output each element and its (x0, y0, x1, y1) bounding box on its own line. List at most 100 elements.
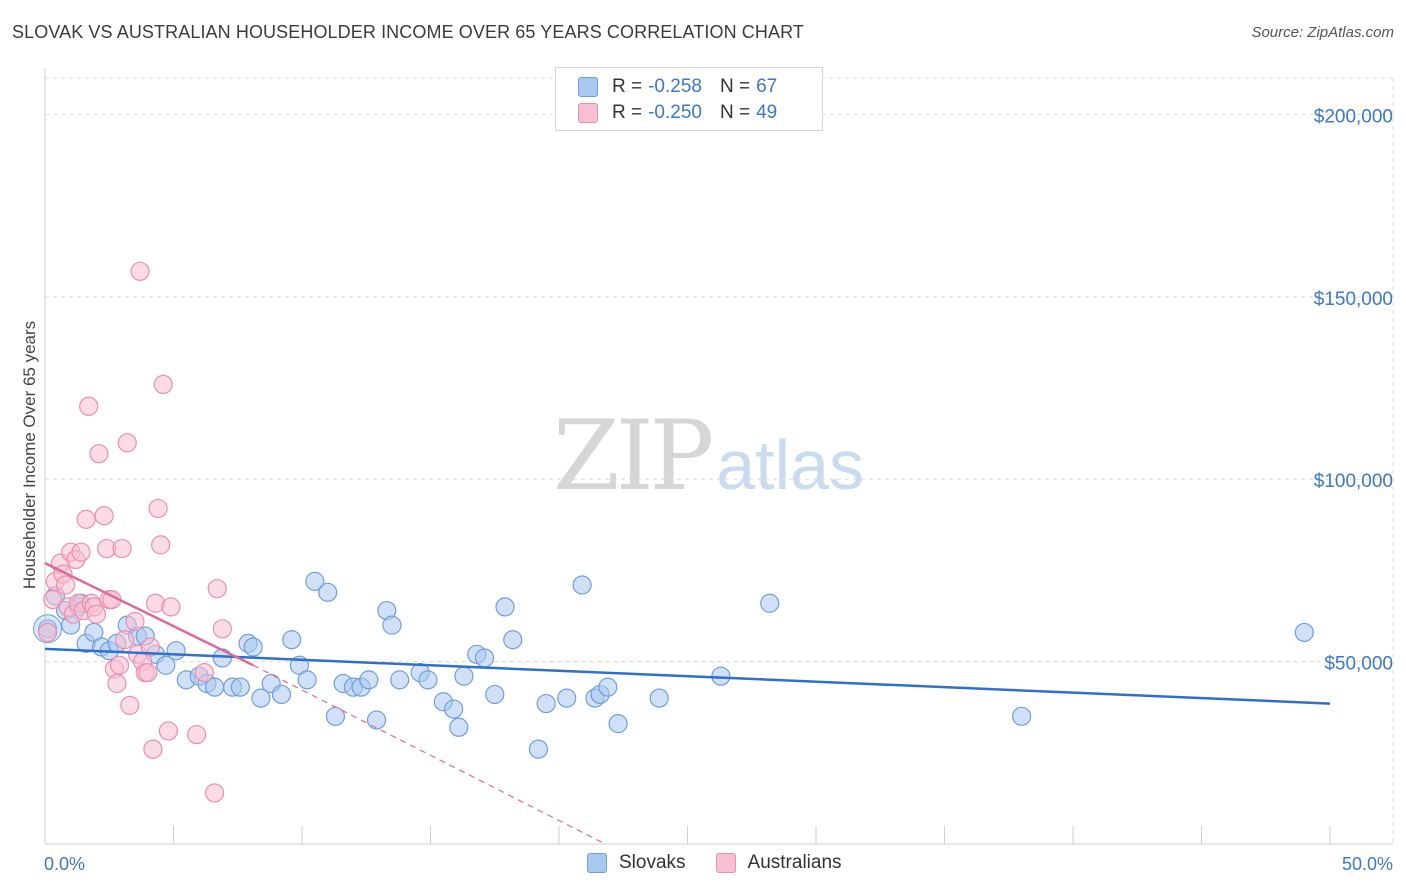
legend-r-value: -0.250 (648, 102, 702, 123)
australian-point (158, 721, 178, 741)
australian-point (140, 637, 160, 657)
australian-point (79, 396, 99, 416)
australian-point (151, 535, 171, 555)
slovak-point (271, 684, 292, 705)
australian-point (130, 261, 150, 281)
correlation-legend: R = -0.258 N = 67 R = -0.250 N = 49 (555, 67, 823, 131)
australian-point (212, 619, 232, 639)
tick-labels: $50,000 $100,000 $150,000 $200,000 0.0% 50.0% (44, 106, 1393, 874)
australian-point (120, 695, 140, 715)
slovak-point (536, 693, 556, 714)
slovak-point (598, 677, 618, 697)
series-swatch-slovaks (587, 853, 607, 873)
slovak-point (444, 699, 464, 719)
y-tick-label: $100,000 (1314, 471, 1393, 492)
series-legend: Slovaks Australians (587, 852, 872, 874)
slovak-point (318, 582, 338, 602)
slovak-point (760, 593, 780, 613)
slovak-point (449, 717, 469, 737)
slovak-point (572, 575, 592, 595)
slovak-point (282, 630, 302, 650)
legend-n-value: 67 (756, 76, 778, 97)
slovak-point (382, 615, 402, 635)
australian-point (37, 622, 58, 643)
watermark-zip: ZIP (553, 400, 714, 512)
y-tick-label: $150,000 (1314, 289, 1393, 310)
australian-point (194, 662, 214, 683)
slovak-point (297, 670, 317, 690)
slovak-point (608, 714, 628, 734)
legend-n-value: 49 (756, 102, 778, 123)
chart-title: SLOVAK VS AUSTRALIAN HOUSEHOLDER INCOME … (12, 22, 804, 42)
australian-point (117, 433, 137, 453)
legend-swatch-australians (578, 103, 598, 123)
source-label: Source: ZipAtlas.com (1251, 24, 1394, 41)
slovak-point (305, 571, 325, 591)
australian-point (153, 374, 173, 394)
slovaks-points (33, 571, 1314, 759)
australian-point (161, 597, 181, 617)
australian-point (107, 673, 127, 694)
slovak-point (649, 688, 669, 708)
australian-point (148, 498, 168, 519)
slovak-point (485, 684, 505, 705)
slovak-point (1011, 706, 1032, 726)
series-label-australians: Australians (747, 852, 842, 873)
slovak-point (156, 655, 176, 675)
australian-point (71, 542, 91, 562)
slovak-point (495, 597, 515, 617)
australian-point (55, 575, 76, 595)
slovak-point (390, 670, 410, 690)
grid-lines (45, 77, 1394, 844)
slovak-point (557, 688, 577, 708)
y-tick-label: $50,000 (1324, 654, 1393, 675)
legend-row-slovaks: R = -0.258 N = 67 (578, 74, 777, 100)
australian-point (138, 662, 158, 683)
slovak-point (366, 710, 387, 730)
legend-n-label: N = (719, 102, 751, 123)
slovak-point (454, 666, 474, 686)
legend-r-label: R = (612, 102, 643, 123)
slovak-point (528, 739, 549, 759)
australian-point (205, 783, 225, 803)
slovak-point (251, 688, 271, 708)
series-legend-australians[interactable]: Australians (715, 852, 842, 874)
slovak-point (503, 630, 523, 650)
slovak-point (474, 648, 495, 668)
australian-point (207, 579, 227, 599)
watermark-atlas: atlas (716, 426, 865, 504)
australian-point (187, 724, 207, 745)
legend-swatch-slovaks (578, 77, 598, 97)
australian-point (76, 509, 96, 529)
australian-point (89, 444, 109, 464)
series-swatch-australians (715, 853, 736, 873)
y-tick-label: $200,000 (1314, 106, 1393, 127)
australians-points (37, 261, 232, 803)
legend-n-label: N = (719, 76, 751, 97)
legend-r-value: -0.258 (648, 76, 702, 97)
slovak-point (212, 648, 232, 668)
slovak-point (166, 641, 186, 661)
legend-row-australians: R = -0.250 N = 49 (578, 100, 777, 126)
australian-point (112, 538, 132, 559)
australians-trend-line (44, 562, 254, 667)
slovak-point (230, 677, 250, 697)
australian-point (143, 739, 163, 759)
slovak-point (359, 670, 379, 690)
x-tick-label-start: 0.0% (44, 854, 85, 874)
australian-point (125, 611, 145, 632)
trend-lines (44, 562, 1331, 845)
watermark: ZIPatlas (553, 400, 864, 512)
x-tick-label-end: 50.0% (1342, 854, 1393, 874)
series-legend-slovaks[interactable]: Slovaks (587, 852, 686, 874)
slovaks-trend-line (44, 647, 1331, 705)
legend-r-label: R = (612, 76, 643, 97)
slovak-point (243, 637, 263, 657)
australian-point (86, 604, 107, 624)
slovak-point (1294, 622, 1314, 643)
slovak-point (418, 670, 438, 690)
australian-point (109, 655, 130, 675)
series-label-slovaks: Slovaks (619, 852, 686, 873)
australians-trend-extension (252, 664, 606, 845)
